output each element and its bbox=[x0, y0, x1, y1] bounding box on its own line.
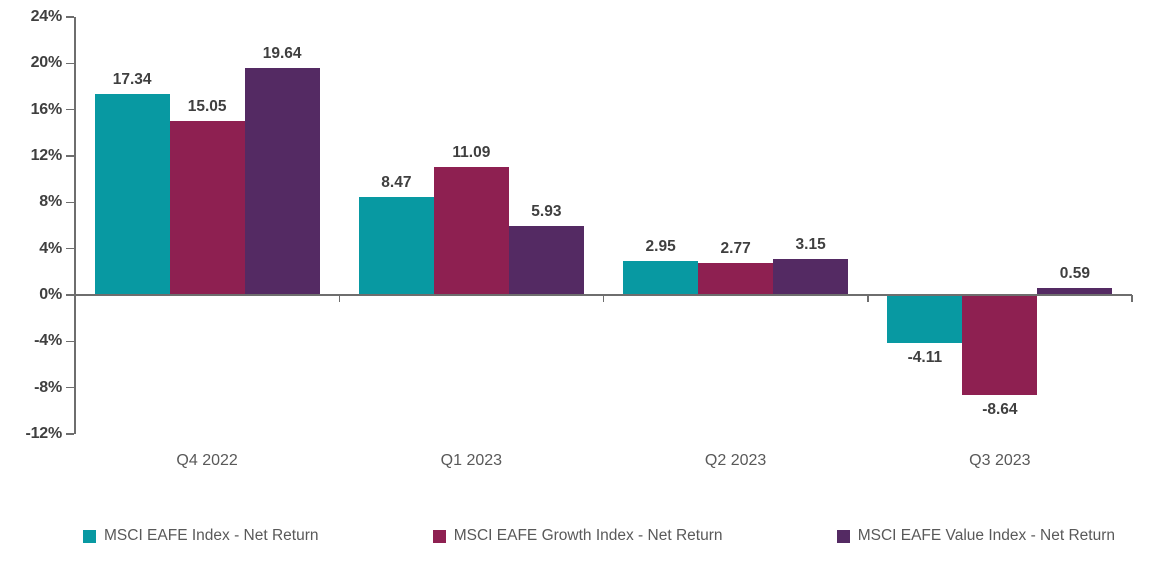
y-axis-tick bbox=[66, 108, 74, 111]
y-axis-tick bbox=[66, 201, 74, 204]
y-axis-tick bbox=[66, 386, 74, 389]
value-label: 11.09 bbox=[452, 143, 491, 161]
value-label: 0.59 bbox=[1059, 265, 1090, 283]
y-axis-label: -4% bbox=[34, 332, 62, 350]
category-boundary-tick bbox=[867, 295, 869, 302]
legend-swatch bbox=[432, 529, 446, 543]
value-label: 17.34 bbox=[112, 71, 152, 89]
y-axis-tick bbox=[66, 340, 74, 343]
bar bbox=[244, 67, 320, 295]
value-label: 8.47 bbox=[381, 173, 412, 191]
value-label: 5.93 bbox=[531, 203, 562, 221]
y-axis-label: 12% bbox=[30, 147, 63, 164]
category-boundary-tick bbox=[1131, 295, 1133, 302]
bar bbox=[887, 295, 963, 343]
bar bbox=[508, 226, 584, 295]
category-label: Q4 2022 bbox=[176, 452, 238, 469]
value-label: 2.77 bbox=[720, 239, 751, 257]
legend-item: MSCI EAFE Value Index - Net Return bbox=[836, 527, 1115, 545]
bar bbox=[1037, 288, 1113, 295]
bar bbox=[433, 166, 509, 295]
legend-label: MSCI EAFE Index - Net Return bbox=[104, 527, 319, 544]
y-axis-label: 16% bbox=[30, 100, 63, 118]
y-axis-tick bbox=[66, 294, 74, 296]
category-boundary-tick bbox=[338, 295, 340, 302]
y-axis-line bbox=[74, 17, 76, 434]
y-axis-label: 4% bbox=[39, 239, 62, 257]
legend-label: MSCI EAFE Value Index - Net Return bbox=[857, 527, 1115, 544]
value-label: -4.11 bbox=[907, 348, 943, 366]
legend-item: MSCI EAFE Growth Index - Net Return bbox=[432, 527, 723, 545]
value-label: 2.95 bbox=[645, 237, 676, 255]
bar bbox=[169, 120, 245, 295]
y-axis-tick bbox=[66, 155, 74, 157]
y-axis-tick bbox=[66, 247, 74, 250]
y-axis-tick bbox=[66, 62, 74, 65]
category-boundary-tick bbox=[602, 295, 605, 302]
legend-item: MSCI EAFE Index - Net Return bbox=[83, 527, 319, 545]
bar bbox=[962, 295, 1038, 396]
legend-label: MSCI EAFE Growth Index - Net Return bbox=[453, 527, 723, 544]
category-label: Q2 2023 bbox=[704, 452, 767, 469]
y-axis-label: 8% bbox=[39, 193, 62, 211]
y-axis-label: 20% bbox=[30, 54, 63, 72]
bar bbox=[623, 260, 699, 295]
bar bbox=[698, 262, 774, 295]
y-axis-label: 24% bbox=[30, 8, 63, 25]
legend-swatch bbox=[83, 529, 96, 543]
category-label: Q3 2023 bbox=[969, 452, 1031, 469]
y-axis-tick bbox=[66, 16, 74, 18]
value-label: 3.15 bbox=[795, 235, 826, 253]
y-axis-label: -12% bbox=[25, 425, 62, 442]
value-label: -8.64 bbox=[982, 401, 1018, 419]
value-label: 19.64 bbox=[262, 44, 302, 62]
y-axis-label: 0% bbox=[39, 286, 62, 303]
y-axis-tick bbox=[66, 433, 74, 435]
bar bbox=[773, 258, 849, 295]
legend: MSCI EAFE Index - Net Return MSCI EAFE Gr… bbox=[83, 527, 1115, 545]
value-label: 15.05 bbox=[187, 97, 227, 115]
category-label: Q1 2023 bbox=[440, 452, 503, 469]
legend-swatch bbox=[836, 529, 850, 543]
bar bbox=[358, 196, 434, 295]
y-axis-label: -8% bbox=[34, 378, 62, 396]
bar bbox=[94, 94, 170, 295]
